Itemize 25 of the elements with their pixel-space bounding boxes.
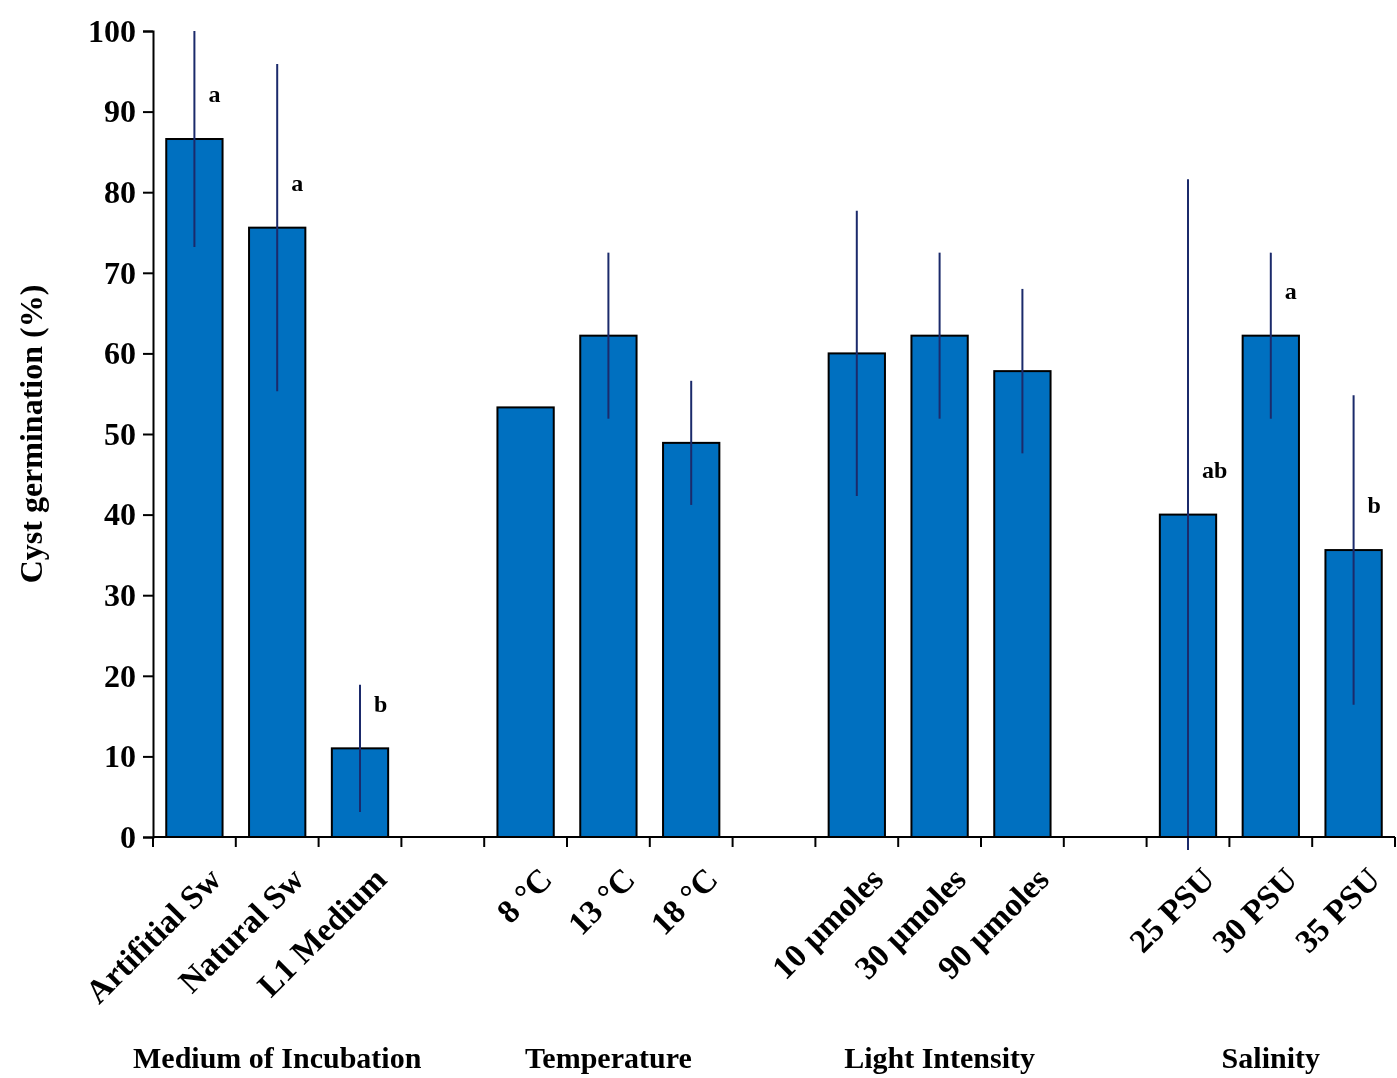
x-tick-label: 18 °C <box>643 860 725 942</box>
data-label: a <box>1284 278 1297 305</box>
text: Medium of Incubation <box>133 1041 422 1074</box>
text: Salinity <box>1221 1041 1320 1074</box>
y-tick-label: 70 <box>104 254 136 291</box>
y-tick-label: 100 <box>88 12 136 49</box>
x-tick-label: 8 °C <box>489 860 559 930</box>
y-axis-title: Cyst germination (%) <box>13 284 49 584</box>
y-tick-label: 80 <box>104 173 136 210</box>
text: Light Intensity <box>844 1041 1036 1074</box>
data-label: ab <box>1202 457 1228 483</box>
y-tick-label: 40 <box>104 496 136 533</box>
y-tick-label: 0 <box>120 818 136 855</box>
text: Temperature <box>525 1041 692 1074</box>
y-tick-label: 50 <box>104 415 136 452</box>
data-label: b <box>374 690 388 717</box>
y-tick-label: 10 <box>104 738 136 775</box>
y-tick-label: 90 <box>104 93 136 130</box>
y-tick-label: 60 <box>104 335 136 372</box>
data-label: a <box>291 170 304 197</box>
y-tick-label: 30 <box>104 576 136 613</box>
data-label: a <box>208 81 221 108</box>
y-tick-label: 20 <box>104 657 136 694</box>
x-tick-label: 13 °C <box>560 860 642 942</box>
data-label: b <box>1367 492 1381 519</box>
